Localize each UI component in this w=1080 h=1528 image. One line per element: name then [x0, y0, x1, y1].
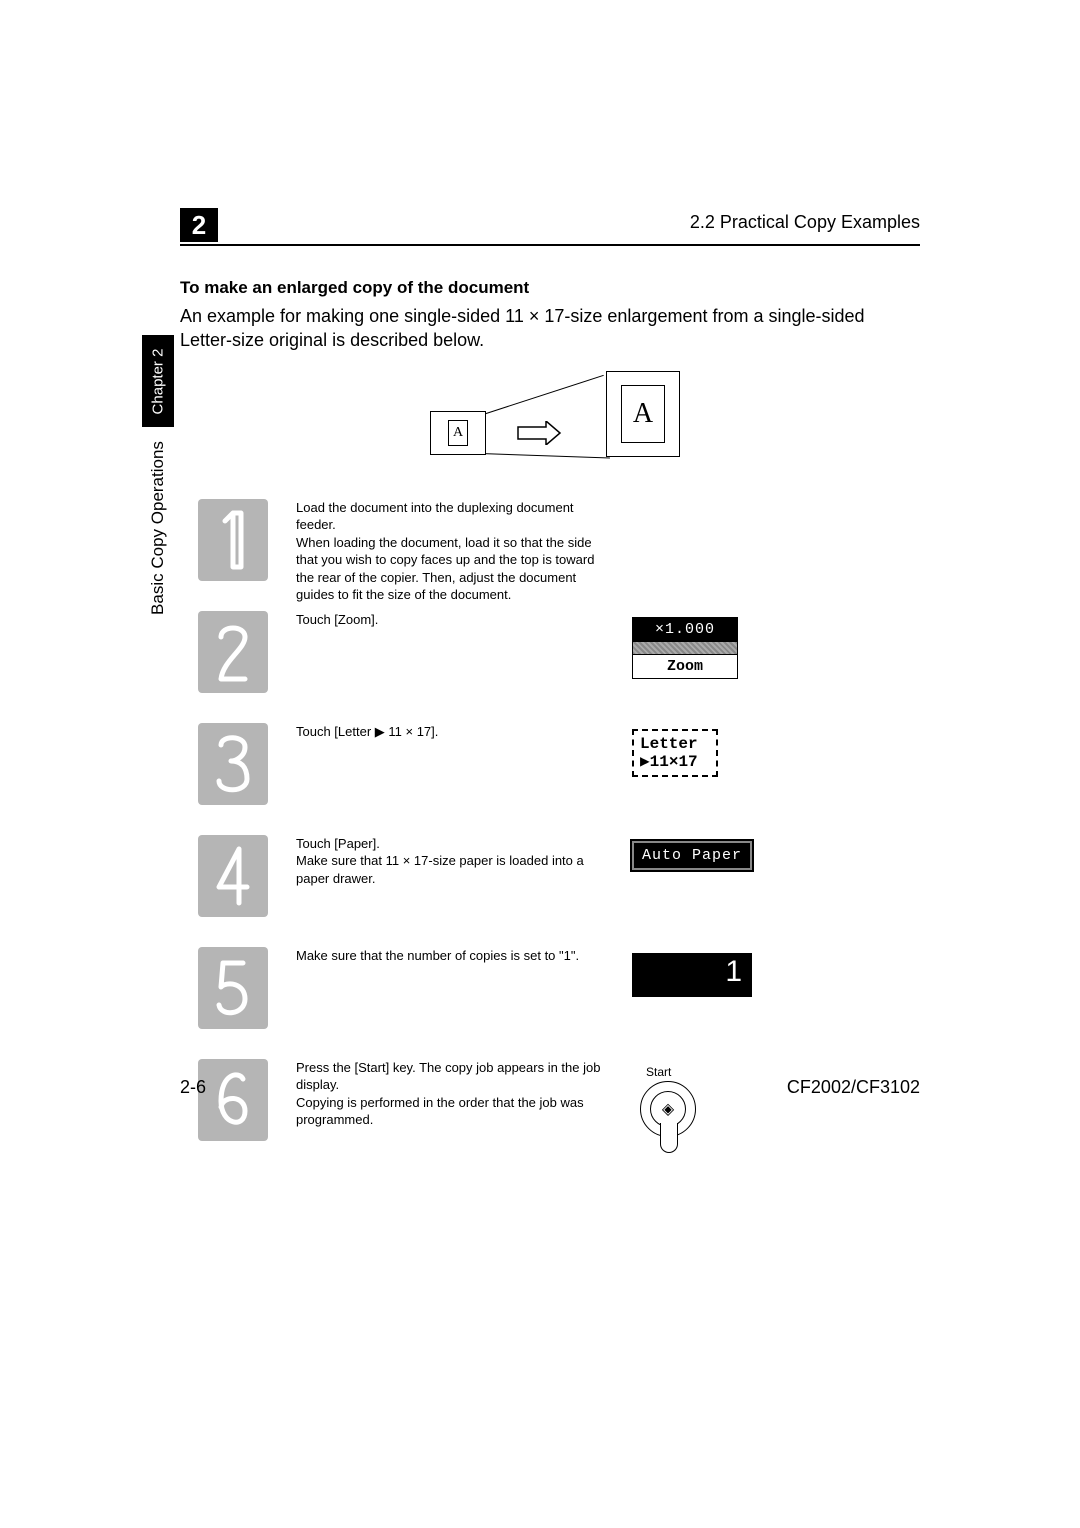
step-text: Press the [Start] key. The copy job appe…: [296, 1059, 606, 1129]
step-graphic: Auto Paper: [632, 841, 752, 870]
copies-display-graphic: 1: [632, 953, 752, 997]
illus-small-letter: A: [448, 420, 468, 446]
step-number-box: [198, 835, 268, 917]
step: Make sure that the number of copies is s…: [180, 947, 920, 1037]
page-body: 2 2.2 Practical Copy Examples To make an…: [180, 210, 920, 1171]
step: Touch [Zoom]. ×1.000 Zoom: [180, 611, 920, 701]
illus-big-letter: A: [621, 385, 665, 443]
enlarge-illustration: A A: [420, 371, 680, 463]
zoom-label: Zoom: [633, 655, 737, 678]
step: Touch [Paper].Make sure that 11 × 17-siz…: [180, 835, 920, 925]
side-category: Basic Copy Operations: [142, 438, 174, 618]
step-number-box: [198, 947, 268, 1029]
subheading: To make an enlarged copy of the document: [180, 278, 920, 298]
step-text: Touch [Paper].Make sure that 11 × 17-siz…: [296, 835, 606, 888]
step-text: Load the document into the duplexing doc…: [296, 499, 606, 604]
zoom-pattern: [633, 641, 737, 655]
illus-big-sheet: A: [606, 371, 680, 457]
header-row: 2 2.2 Practical Copy Examples: [180, 210, 920, 250]
header-rule: [180, 244, 920, 246]
start-key-graphic: Start ◈: [632, 1065, 722, 1155]
arrow-icon: [516, 421, 562, 445]
start-label: Start: [646, 1065, 671, 1079]
section-title: 2.2 Practical Copy Examples: [690, 212, 920, 233]
step: Load the document into the duplexing doc…: [180, 499, 920, 589]
letter-line2: ▶11×17: [640, 753, 710, 771]
step: Press the [Start] key. The copy job appe…: [180, 1059, 920, 1149]
step-text: Touch [Letter ▶ 11 × 17].: [296, 723, 606, 741]
zoom-button-graphic: ×1.000 Zoom: [632, 617, 738, 679]
letter-line1: Letter: [640, 735, 710, 753]
step-graphic: 1: [632, 953, 752, 997]
side-category-label: Basic Copy Operations: [148, 441, 168, 615]
illus-ray: [480, 453, 610, 459]
step: Touch [Letter ▶ 11 × 17]. Letter ▶11×17: [180, 723, 920, 813]
step-graphic: Letter ▶11×17: [632, 729, 752, 778]
step-text: Touch [Zoom].: [296, 611, 606, 629]
start-inner-circle: ◈: [650, 1091, 686, 1127]
chapter-tab: Chapter 2: [142, 335, 174, 427]
chapter-number-box: 2: [180, 208, 218, 242]
letter-size-button-graphic: Letter ▶11×17: [632, 729, 718, 778]
step-number-box: [198, 723, 268, 805]
illus-ray: [480, 374, 604, 415]
auto-paper-button-graphic: Auto Paper: [632, 841, 752, 870]
intro-paragraph: An example for making one single-sided 1…: [180, 304, 920, 353]
zoom-value: ×1.000: [633, 618, 737, 641]
chapter-tab-label: Chapter 2: [150, 348, 167, 414]
step-number-box: [198, 499, 268, 581]
step-number-box: [198, 1059, 268, 1141]
step-graphic: ×1.000 Zoom: [632, 617, 752, 679]
footer-page: 2-6: [180, 1077, 206, 1098]
illus-small-sheet: A: [430, 411, 486, 455]
finger-icon: [660, 1123, 678, 1153]
step-graphic: Start ◈: [632, 1065, 752, 1155]
step-text: Make sure that the number of copies is s…: [296, 947, 606, 965]
footer-model: CF2002/CF3102: [787, 1077, 920, 1098]
step-number-box: [198, 611, 268, 693]
steps-list: Load the document into the duplexing doc…: [180, 499, 920, 1149]
